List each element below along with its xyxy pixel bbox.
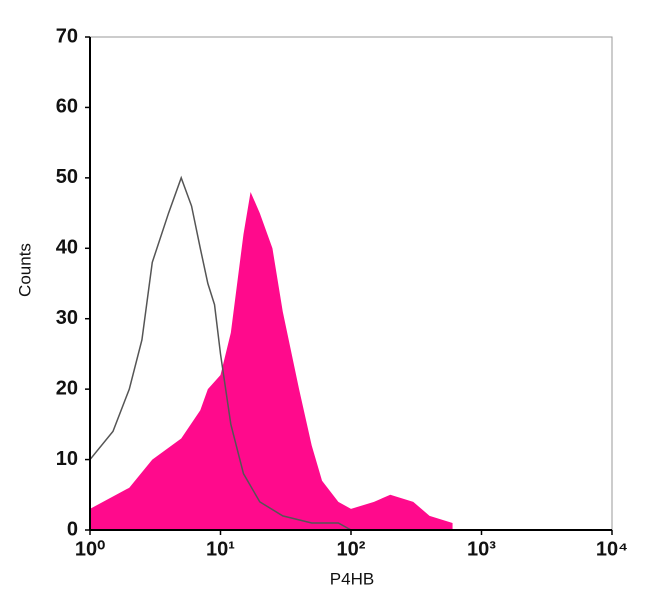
y-tick-label: 60 (56, 96, 78, 118)
x-tick-label: 10³ (467, 538, 496, 560)
x-tick-label: 10¹ (206, 538, 235, 560)
x-axis-label: P4HB (330, 569, 374, 588)
histogram-outline (89, 175, 352, 531)
y-tick-label: 70 (56, 25, 78, 47)
x-tick-label: 10⁴ (596, 538, 628, 560)
y-axis-label: Counts (15, 243, 34, 297)
x-tick-label: 10² (337, 538, 366, 560)
y-tick-label: 30 (56, 307, 78, 329)
x-tick-label: 10⁰ (75, 538, 105, 560)
histogram-area (90, 191, 453, 530)
y-tick-label: 10 (56, 448, 78, 470)
y-tick-label: 20 (56, 377, 78, 399)
y-tick-label: 50 (56, 166, 78, 188)
y-tick-label: 40 (56, 237, 78, 259)
y-tick-label: 0 (67, 518, 78, 540)
